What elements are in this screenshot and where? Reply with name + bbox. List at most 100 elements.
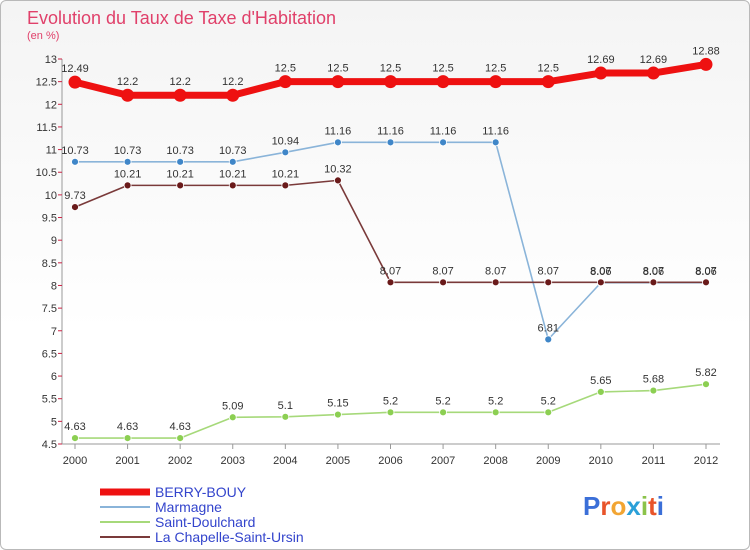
y-tick-label: 7.5 xyxy=(42,303,57,315)
data-label: 8.07 xyxy=(432,265,453,277)
data-point xyxy=(646,66,660,80)
x-tick-label: 2011 xyxy=(642,455,666,467)
data-point xyxy=(281,181,290,190)
data-label: 12.5 xyxy=(485,63,506,75)
data-label: 10.73 xyxy=(114,145,142,157)
y-tick-label: 5.5 xyxy=(42,394,57,406)
data-point xyxy=(228,181,237,190)
data-point xyxy=(123,157,132,166)
data-label: 8.06 xyxy=(695,266,716,278)
data-label: 9.73 xyxy=(64,190,85,202)
y-tick-label: 6 xyxy=(51,371,57,383)
brand-letter: x xyxy=(626,491,641,521)
x-tick-label: 2009 xyxy=(536,455,560,467)
data-label: 10.73 xyxy=(219,145,247,157)
data-point xyxy=(386,408,395,417)
data-label: 10.21 xyxy=(219,168,247,180)
data-label: 8.07 xyxy=(485,265,506,277)
legend-label: Saint-Doulchard xyxy=(155,514,255,530)
series-2: 4.63 4.63 4.63 5.09 5.1 5.15 5.2 5.2 5.2 5.2 5.65 5… xyxy=(64,367,717,443)
data-point xyxy=(491,138,500,147)
x-tick-label: 2003 xyxy=(221,455,245,467)
data-point xyxy=(491,408,500,417)
data-label: 12.69 xyxy=(587,54,615,66)
brand-letter: r xyxy=(600,491,610,521)
data-point xyxy=(334,176,342,185)
data-point xyxy=(228,157,237,166)
data-point xyxy=(541,75,555,89)
x-tick-label: 2001 xyxy=(115,455,139,467)
data-label: 11.16 xyxy=(377,125,404,137)
data-label: 12.5 xyxy=(275,63,296,75)
y-tick-label: 11 xyxy=(46,145,57,157)
data-label: 5.09 xyxy=(222,400,243,412)
data-label: 12.69 xyxy=(640,54,668,66)
axes: 4.5 5 5.5 6 6.5 7 7.5 8 8.5 9 9.5 10 10.5 11 11.5 12 12.… xyxy=(36,54,720,467)
data-label: 12.5 xyxy=(538,63,559,75)
data-point xyxy=(173,88,187,102)
data-point xyxy=(386,278,395,287)
data-label: 10.73 xyxy=(61,145,89,157)
y-tick-label: 10 xyxy=(45,190,57,202)
data-point xyxy=(489,75,503,89)
y-tick-label: 5 xyxy=(51,416,57,428)
data-label: 8.07 xyxy=(380,265,401,277)
data-label: 5.1 xyxy=(278,400,293,412)
data-point xyxy=(649,278,658,287)
y-tick-label: 7 xyxy=(51,326,57,338)
data-point xyxy=(386,138,395,147)
data-label: 12.5 xyxy=(432,63,453,75)
x-tick-label: 2005 xyxy=(326,455,350,467)
data-label: 8.06 xyxy=(590,266,611,278)
data-label: 10.21 xyxy=(272,168,300,180)
y-tick-label: 6.5 xyxy=(42,348,57,360)
data-point xyxy=(176,157,185,166)
x-tick-label: 2000 xyxy=(63,455,87,467)
series-0: 12.49 12.2 12.2 12.2 12.5 12.5 12.5 12.5 12.5 12.… xyxy=(61,45,720,102)
data-label: 12.2 xyxy=(169,76,190,88)
data-label: 5.82 xyxy=(695,367,716,379)
x-tick-label: 2012 xyxy=(694,455,718,467)
y-tick-label: 10.5 xyxy=(36,167,57,179)
series-1: 10.73 10.73 10.73 10.73 10.94 11.16 11.16 11.16… xyxy=(61,125,717,344)
data-point xyxy=(596,278,605,287)
data-point xyxy=(176,434,185,443)
data-label: 10.21 xyxy=(166,168,194,180)
data-label: 11.16 xyxy=(430,125,457,137)
data-label: 5.15 xyxy=(327,398,348,410)
legend-item-2: Saint-Doulchard xyxy=(100,514,255,530)
data-label: 11.16 xyxy=(325,125,352,137)
data-label: 12.2 xyxy=(222,76,243,88)
data-point xyxy=(228,413,237,422)
data-point xyxy=(439,408,447,417)
data-point xyxy=(281,148,290,157)
brand-letter: i xyxy=(641,491,648,521)
data-label: 4.63 xyxy=(117,421,138,433)
data-point xyxy=(71,434,79,443)
data-point xyxy=(544,408,553,417)
y-tick-label: 11.5 xyxy=(36,122,57,134)
brand-letter: o xyxy=(610,491,626,521)
data-point xyxy=(334,410,342,419)
y-tick-label: 8.5 xyxy=(42,258,57,270)
data-label: 8.07 xyxy=(695,265,716,277)
data-point xyxy=(436,75,450,89)
data-point xyxy=(596,388,605,396)
data-point xyxy=(176,181,185,190)
data-label: 11.16 xyxy=(482,125,509,137)
data-point xyxy=(439,138,447,147)
data-label: 5.2 xyxy=(435,395,450,407)
y-tick-label: 13 xyxy=(45,54,57,66)
data-label: 6.81 xyxy=(538,322,559,334)
data-label: 4.63 xyxy=(64,421,85,433)
data-point xyxy=(281,412,290,421)
legend-item-1: Marmagne xyxy=(100,499,222,515)
data-label: 12.88 xyxy=(692,45,720,57)
legend-item-3: La Chapelle-Saint-Ursin xyxy=(100,529,304,545)
y-tick-label: 9.5 xyxy=(42,213,57,225)
y-tick-label: 12.5 xyxy=(36,77,57,89)
brand-letter: P xyxy=(583,491,600,521)
